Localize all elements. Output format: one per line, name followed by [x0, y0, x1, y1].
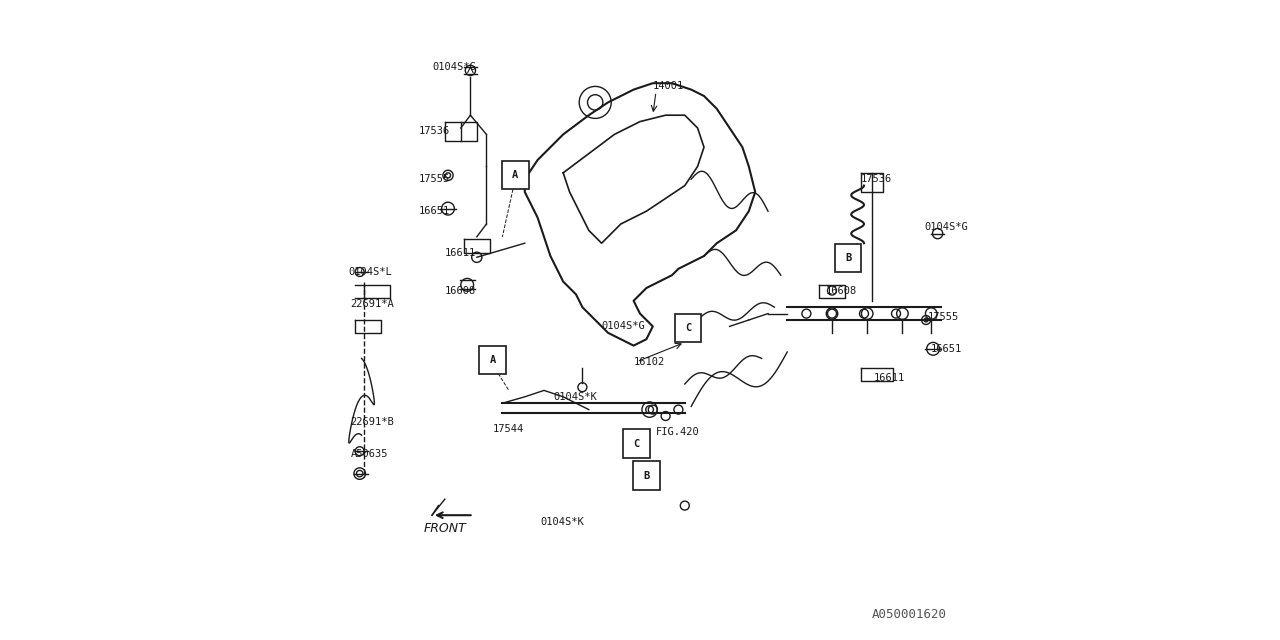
- Text: 16611: 16611: [445, 248, 476, 258]
- FancyBboxPatch shape: [835, 244, 861, 272]
- Text: 0104S*L: 0104S*L: [348, 267, 393, 277]
- Text: 17544: 17544: [493, 424, 524, 434]
- Text: 17555: 17555: [928, 312, 959, 322]
- Text: 0104S*K: 0104S*K: [554, 392, 598, 402]
- Text: 16608: 16608: [826, 286, 856, 296]
- Text: 0104S*G: 0104S*G: [433, 62, 476, 72]
- Text: A: A: [490, 355, 495, 365]
- Text: B: B: [644, 470, 649, 481]
- Text: 16651: 16651: [420, 206, 451, 216]
- Text: 16102: 16102: [634, 356, 664, 367]
- Text: A: A: [512, 170, 518, 180]
- Text: FRONT: FRONT: [424, 522, 466, 534]
- Text: 17536: 17536: [420, 126, 451, 136]
- Text: 0104S*K: 0104S*K: [540, 516, 585, 527]
- Text: A50635: A50635: [351, 449, 388, 460]
- Text: 17555: 17555: [420, 174, 451, 184]
- Text: 0104S*G: 0104S*G: [602, 321, 645, 332]
- Text: 0104S*G: 0104S*G: [924, 222, 969, 232]
- Text: 16608: 16608: [445, 286, 476, 296]
- Text: 16611: 16611: [874, 372, 905, 383]
- FancyBboxPatch shape: [634, 461, 660, 490]
- Text: 16651: 16651: [932, 344, 963, 354]
- FancyBboxPatch shape: [675, 314, 701, 342]
- FancyBboxPatch shape: [480, 346, 507, 374]
- Text: 22691*B: 22691*B: [351, 417, 394, 428]
- Text: 22691*A: 22691*A: [351, 299, 394, 309]
- Text: B: B: [845, 253, 851, 263]
- FancyBboxPatch shape: [623, 429, 650, 458]
- Text: A050001620: A050001620: [872, 608, 947, 621]
- FancyBboxPatch shape: [502, 161, 529, 189]
- Text: FIG.420: FIG.420: [657, 427, 700, 437]
- Text: 14001: 14001: [653, 81, 684, 92]
- Text: 17536: 17536: [860, 174, 892, 184]
- Text: C: C: [634, 438, 640, 449]
- Text: C: C: [685, 323, 691, 333]
